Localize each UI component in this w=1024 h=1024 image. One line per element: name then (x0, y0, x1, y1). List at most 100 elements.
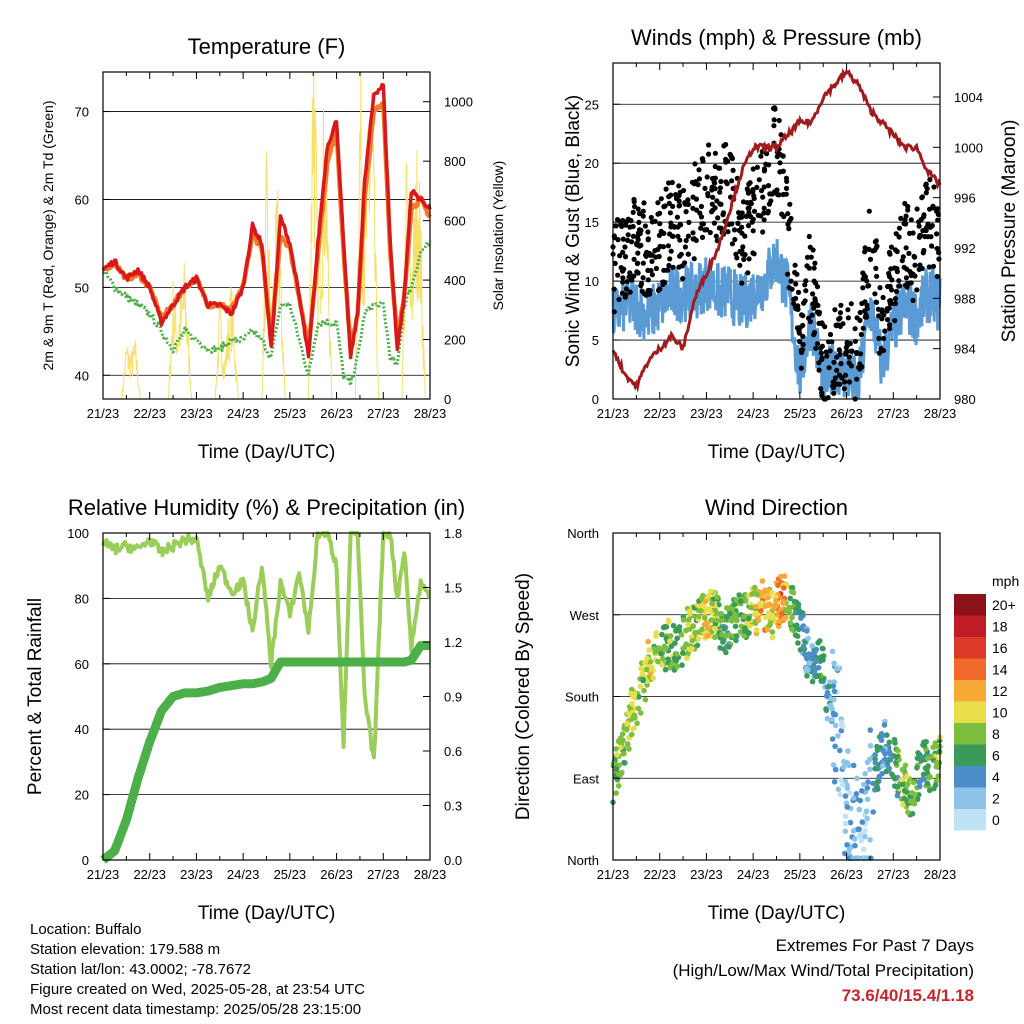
direction-point (856, 826, 862, 832)
gust-point (623, 292, 629, 298)
direction-point (874, 779, 881, 785)
direction-point (704, 633, 710, 639)
gust-point (683, 209, 689, 215)
gust-point (675, 233, 681, 239)
gust-point (788, 215, 794, 222)
gust-point (635, 260, 641, 266)
direction-point (859, 788, 865, 794)
y-tick-label: 5 (592, 333, 599, 348)
gust-point (677, 222, 683, 228)
gust-point (776, 117, 782, 124)
gust-point (896, 225, 903, 231)
colorbar-swatch (954, 723, 986, 745)
gust-point (676, 264, 682, 270)
gust-point (919, 265, 925, 272)
y-right-tick-label: 1000 (954, 140, 983, 155)
gust-point (640, 208, 646, 214)
y-tick-label: 20 (585, 156, 599, 171)
direction-point (687, 646, 693, 653)
gust-point (648, 252, 654, 258)
gust-point (816, 367, 822, 373)
direction-point (631, 712, 638, 718)
direction-point (723, 633, 729, 639)
colorbar-label: 4 (992, 769, 1000, 785)
colorbar-label: 6 (992, 748, 1000, 764)
direction-point (926, 787, 933, 794)
direction-point (799, 624, 806, 630)
y-tick-label: South (565, 690, 599, 705)
gust-point (837, 310, 844, 316)
gust-point (867, 256, 874, 262)
gust-point (936, 256, 942, 262)
direction-point (665, 656, 671, 662)
gust-point (634, 269, 640, 275)
direction-point (930, 744, 936, 751)
direction-point (909, 810, 916, 817)
gust-point (862, 245, 868, 251)
gust-point (892, 296, 899, 302)
direction-point (686, 616, 692, 623)
direction-point (924, 780, 931, 787)
direction-point (613, 790, 619, 796)
insolation-line (103, 71, 430, 400)
pressure-line (611, 67, 942, 393)
direction-point (644, 655, 650, 662)
gust-point (632, 204, 638, 210)
direction-point (778, 573, 784, 580)
direction-point (622, 760, 628, 766)
direction-point (864, 796, 871, 803)
panel-title: Wind Direction (705, 495, 848, 520)
colorbar-label: 2 (992, 791, 1000, 807)
direction-point (741, 613, 747, 620)
direction-point (755, 617, 762, 624)
direction-point (884, 732, 890, 738)
direction-point (815, 640, 821, 646)
gust-point (815, 302, 821, 309)
gust-point (933, 208, 940, 214)
y-right-tick-label: 400 (444, 273, 466, 288)
direction-point (712, 607, 719, 614)
gust-point (657, 286, 663, 292)
gust-point (710, 194, 716, 200)
direction-point (721, 626, 727, 632)
gust-point (761, 166, 768, 172)
gust-point (697, 210, 703, 216)
gust-point (914, 206, 920, 212)
gust-point (630, 233, 637, 239)
direction-point (870, 809, 876, 815)
direction-point (638, 665, 644, 672)
gust-point (793, 281, 799, 287)
gust-point (717, 189, 723, 195)
gust-point (811, 265, 817, 271)
direction-point (915, 750, 921, 756)
gust-point (666, 180, 672, 186)
x-tick-label: 23/23 (180, 406, 213, 421)
direction-point (866, 756, 873, 763)
gust-point (758, 213, 764, 219)
direction-point (685, 621, 691, 628)
y-axis-label: Direction (Colored By Speed) (513, 573, 534, 820)
direction-point (702, 598, 709, 605)
gust-point (749, 219, 755, 225)
direction-point (637, 683, 644, 690)
gust-point (778, 132, 784, 138)
gust-point (657, 221, 663, 227)
gust-point (808, 254, 814, 260)
gust-point (676, 198, 682, 204)
gust-point (649, 219, 656, 225)
gust-point (845, 315, 852, 321)
direction-point (717, 645, 723, 651)
direction-point (891, 783, 898, 789)
y-right-tick-label: 0.9 (444, 690, 462, 705)
gust-point (754, 184, 760, 190)
gust-point (676, 183, 682, 189)
direction-point (899, 766, 906, 773)
gust-point (812, 260, 818, 266)
gust-point (732, 236, 738, 243)
gust-point (809, 312, 815, 318)
gust-point (642, 223, 649, 229)
gust-point (857, 351, 864, 357)
gust-point (670, 203, 676, 209)
colorbar-label: 14 (992, 662, 1008, 678)
x-tick-label: 28/23 (924, 406, 957, 421)
